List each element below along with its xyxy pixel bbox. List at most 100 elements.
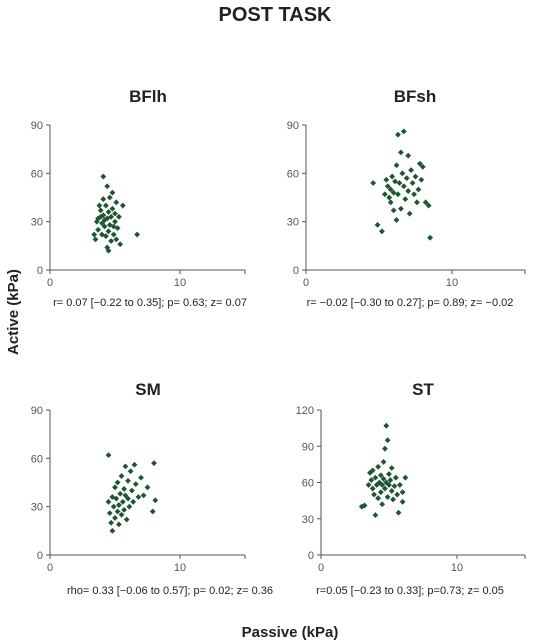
data-point [97,213,104,220]
data-point [386,482,392,488]
y-tick-label: 90 [287,120,299,132]
data-point [116,213,122,220]
data-point [396,482,403,488]
data-point [130,498,137,505]
data-point [402,196,409,203]
data-point [371,491,377,498]
stat-annotation: r=0.05 [−0.23 to 0.33]; p=0.73; z= 0.05 [316,585,504,597]
data-point [138,474,144,481]
y-axis-label: Active (kPa) [5,269,22,355]
data-point [383,422,390,429]
data-point [390,207,397,214]
data-point [113,236,120,243]
data-point [105,452,112,459]
data-point [379,482,386,488]
data-point [100,173,107,180]
y-tick-label: 0 [293,265,299,277]
data-point [101,217,108,223]
data-point [369,467,376,474]
data-point [395,191,401,198]
data-point [113,199,120,206]
y-tick-label: 90 [302,441,314,453]
data-point [109,205,116,212]
data-point [418,176,425,183]
data-point [379,501,386,508]
data-point [100,212,107,219]
data-point [382,485,388,492]
data-point [375,495,382,502]
y-tick-label: 0 [308,550,314,562]
data-point [391,483,398,490]
stat-annotation: r= 0.07 [−0.22 to 0.35]; p= 0.63; z= 0.0… [53,297,247,309]
data-point [97,207,104,214]
panel-st: ST 0 30 60 90 120 0 10 r=0.05 [−0.23 to 0.33]; p… [296,380,526,597]
panel-title: ST [412,380,434,399]
data-point [125,477,131,484]
data-point [134,231,140,238]
data-point [400,128,407,135]
y-tick-label: 90 [31,120,43,132]
data-point [103,202,109,209]
data-point [392,474,399,481]
data-point [384,494,391,500]
data-point [400,183,407,190]
panel-title: SM [135,380,161,399]
data-point [368,477,375,483]
data-point [372,474,379,481]
data-point [409,180,416,186]
x-tick-label: 0 [47,277,53,289]
data-point [108,238,114,244]
data-point [114,479,121,486]
data-point [114,508,121,515]
data-point [113,495,120,502]
data-point [393,162,400,169]
data-point [106,194,113,201]
data-point [151,460,157,467]
data-point [387,186,394,193]
data-point [117,490,124,497]
data-point [105,498,112,505]
data-point [389,173,396,180]
data-point [381,191,388,198]
data-point [427,234,433,241]
panel-bfsh: BFsh 0 30 60 90 0 10 r= −0.02 [−0.30 to 0.27]; … [287,87,526,309]
scatter-panels: BFlh 0 30 60 90 0 10 r= 0.07 [−0.22 to 0.35]; p… [31,87,526,597]
data-point [406,210,413,217]
data-point [118,511,125,518]
data-point [387,199,394,206]
data-point [106,221,113,228]
data-point [112,218,118,225]
data-point [114,225,121,232]
data-point [379,228,385,235]
y-tick-label: 60 [287,168,299,180]
data-point [109,527,116,534]
data-point [109,494,116,500]
data-point [396,180,403,186]
data-point [405,188,412,194]
data-point [386,471,392,477]
x-tick-label: 10 [446,277,458,289]
y-tick-label: 60 [302,478,314,490]
data-point [110,503,117,510]
data-point [402,474,409,481]
data-point [112,484,118,491]
data-point [398,205,404,212]
data-point [119,202,126,209]
data-point [425,202,432,209]
x-tick-label: 10 [451,562,463,574]
data-point [123,516,130,523]
data-point [399,489,406,496]
data-point [383,176,390,183]
data-point [394,491,401,498]
data-point [144,484,151,491]
data-point [415,186,422,193]
x-tick-label: 10 [174,277,186,289]
y-tick-label: 30 [31,217,43,229]
data-point [110,231,117,238]
data-point [386,194,393,201]
y-tick-label: 120 [296,405,314,417]
data-point [119,498,126,505]
data-point [388,488,395,494]
data-point [403,175,410,182]
y-tick-label: 60 [31,168,43,180]
